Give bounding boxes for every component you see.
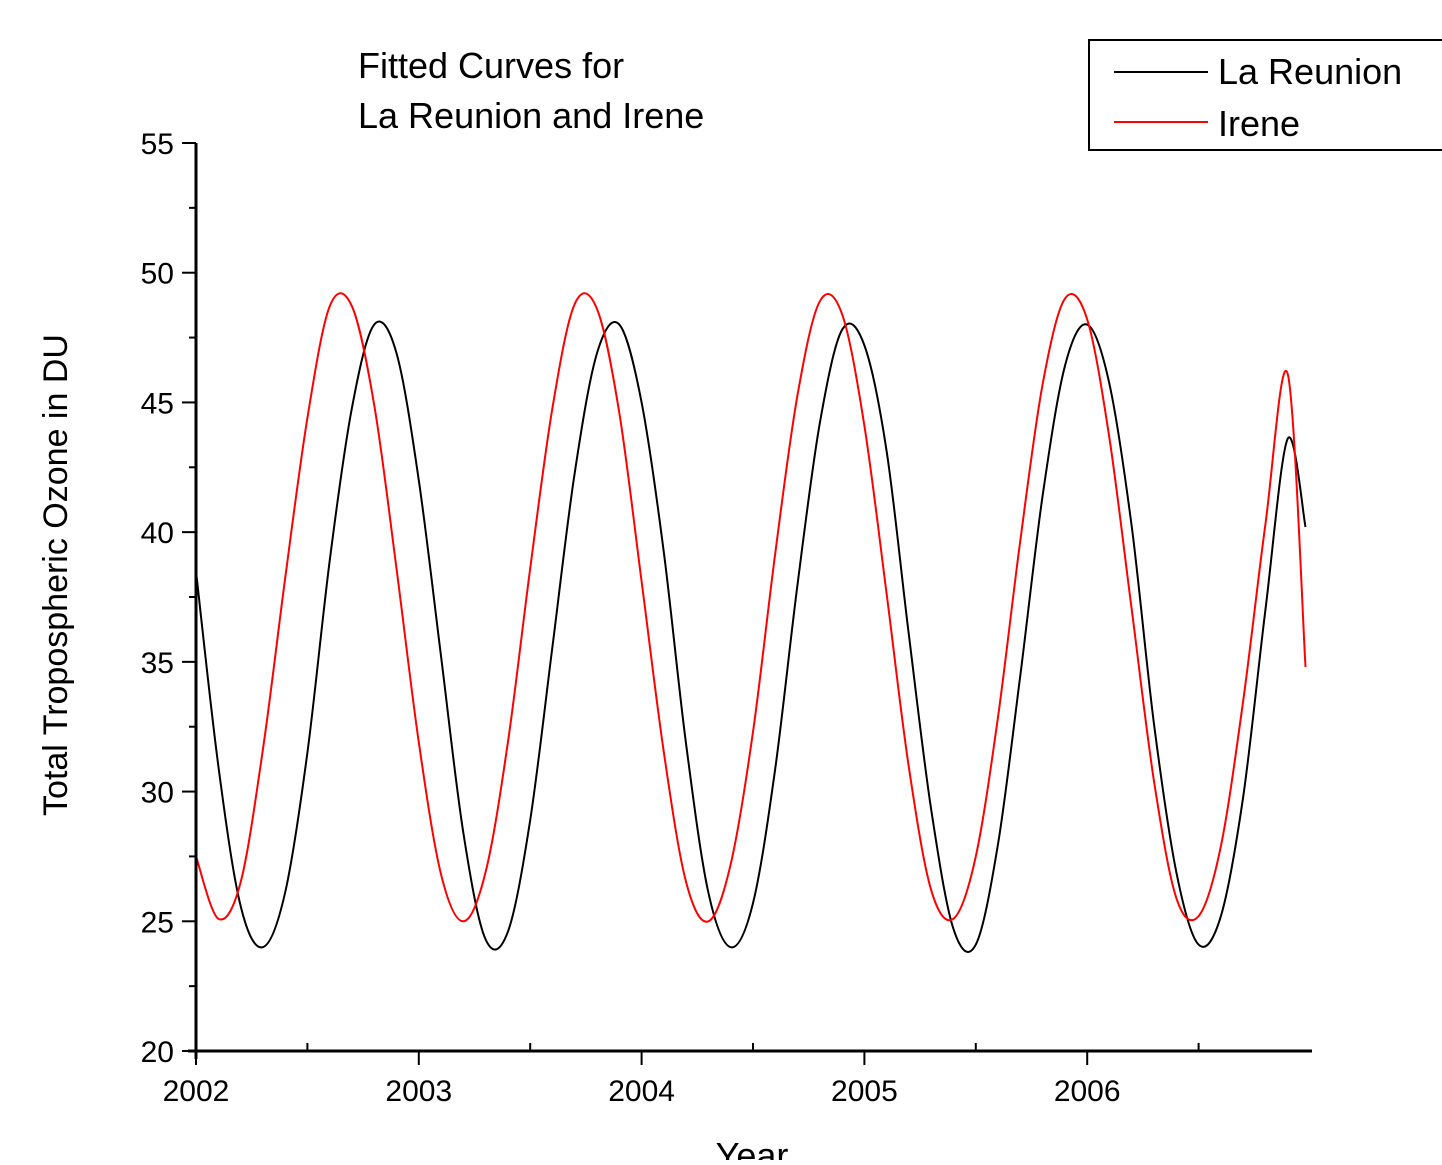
y-tick-label: 35 [141, 647, 174, 680]
y-tick-label: 50 [141, 258, 174, 291]
chart-title-line-2: La Reunion and Irene [358, 95, 704, 136]
legend-label-irene: Irene [1218, 103, 1300, 144]
chart-title: Fitted Curves for La Reunion and Irene [358, 45, 704, 136]
y-tick-label: 55 [141, 128, 174, 161]
x-tick-label: 2002 [163, 1075, 230, 1108]
y-tick-label: 20 [141, 1036, 174, 1069]
x-tick-label: 2003 [385, 1075, 452, 1108]
y-tick-label: 45 [141, 387, 174, 420]
legend-box [1088, 39, 1442, 151]
x-tick-label: 2004 [608, 1075, 675, 1108]
legend: La Reunion Irene [1088, 39, 1442, 151]
legend-label-la-reunion: La Reunion [1218, 51, 1402, 92]
y-axis-label: Total Tropospheric Ozone in DU [37, 334, 75, 816]
series-line-la-reunion [195, 320, 1307, 953]
series-line-irene [195, 292, 1307, 923]
y-tick-label: 30 [141, 777, 174, 810]
chart-title-line-1: Fitted Curves for [358, 45, 624, 86]
x-tick-label: 2005 [831, 1075, 898, 1108]
x-axis-label: Year [716, 1135, 789, 1160]
x-tick-label: 2006 [1054, 1075, 1121, 1108]
axes: 20 25 30 35 40 45 50 55 2002 2003 2004 2005 2006 [141, 128, 1312, 1108]
series-layer [195, 292, 1307, 953]
y-tick-label: 25 [141, 906, 174, 939]
y-tick-label: 40 [141, 517, 174, 550]
